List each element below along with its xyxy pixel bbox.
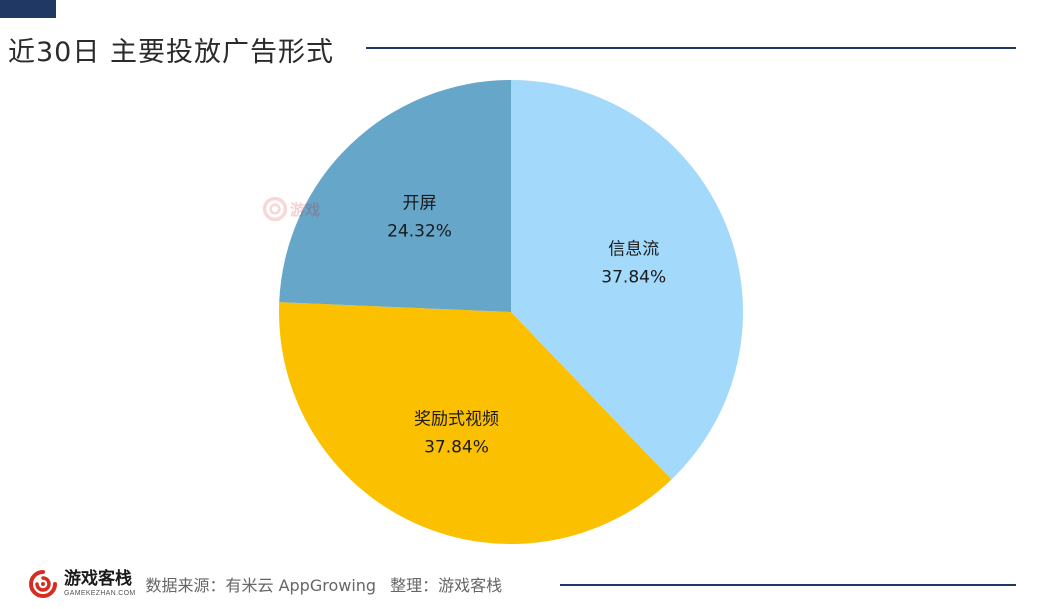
slice-value-rewarded-video: 37.84% [424,437,489,457]
slice-label-feed: 信息流 [608,240,659,260]
organizer: 整理：游戏客栈 [390,576,503,595]
slice-label-splash: 开屏 [403,194,437,214]
brand-logo-icon [29,570,57,598]
slice-label-rewarded-video: 奖励式视频 [414,409,499,429]
watermark-text: 游戏 [290,200,321,219]
title-divider [366,47,1016,49]
footer: 游戏客栈 GAMEKEZHAN.COM 数据来源：有米云 AppGrowing … [28,568,502,600]
corner-accent-block [0,0,56,18]
brand-domain: GAMEKEZHAN.COM [64,590,136,597]
footer-divider [560,584,1016,586]
pie-slice-splash [279,80,511,312]
slice-value-splash: 24.32% [387,222,452,242]
pie-slice-feed [511,80,743,480]
watermark-logo-icon [262,196,288,222]
slice-value-feed: 37.84% [601,268,666,288]
data-source: 数据来源：有米云 AppGrowing [145,576,377,595]
page-title: 近30日 主要投放广告形式 [8,37,334,68]
pie-slices [279,80,743,544]
brand: 游戏客栈 GAMEKEZHAN.COM [64,570,135,598]
pie-slice-rewarded-video [279,302,672,544]
brand-name: 游戏客栈 [64,569,132,589]
watermark: 游戏 [262,196,320,222]
pie-labels: 信息流 37.84% 奖励式视频 37.84% 开屏 24.32% [387,194,666,458]
